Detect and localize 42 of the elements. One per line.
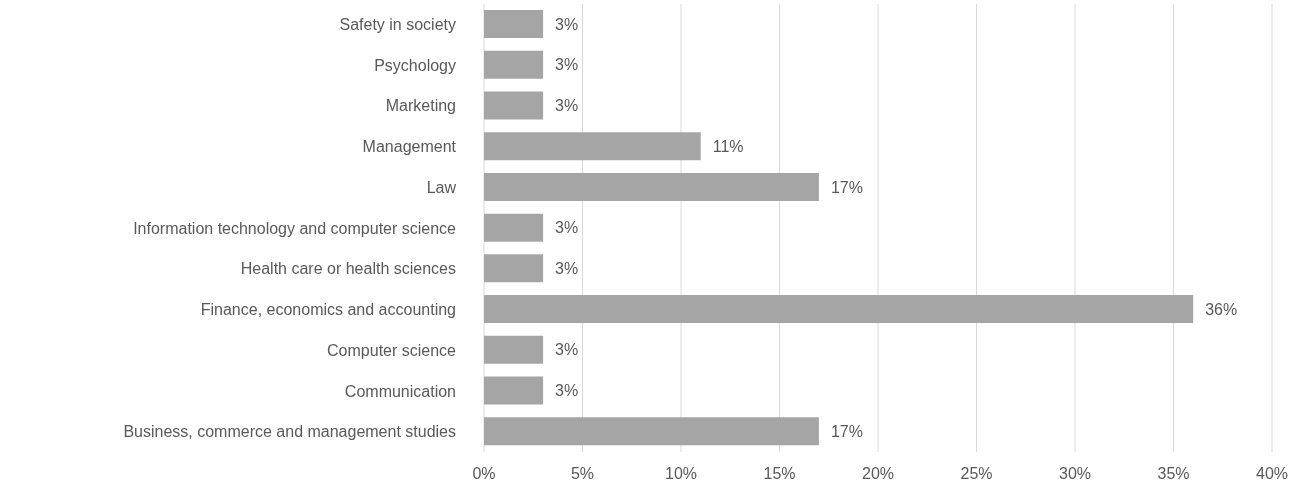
y-tick-label: Information technology and computer science: [133, 219, 457, 237]
x-tick-label: 10%: [664, 465, 698, 483]
data-label: 3%: [555, 341, 579, 359]
bar: [484, 132, 701, 161]
x-tick-label: 35%: [1157, 465, 1190, 483]
data-label: 3%: [555, 56, 579, 74]
x-tick-label: 25%: [960, 465, 993, 483]
data-label: 3%: [555, 382, 579, 400]
x-tick-label: 20%: [861, 465, 895, 483]
y-tick-label: Law: [426, 178, 457, 196]
data-label: 3%: [555, 97, 579, 115]
y-tick-label: Marketing: [385, 97, 456, 115]
bar: [484, 254, 544, 283]
y-tick-label: Finance, economics and accounting: [200, 301, 456, 319]
bar: [484, 50, 544, 79]
x-tick-label: 15%: [763, 465, 796, 483]
data-label: 17%: [830, 178, 863, 196]
data-label: 3%: [555, 219, 579, 237]
y-tick-label: Psychology: [374, 56, 456, 74]
bar: [484, 213, 544, 242]
y-tick-label: Communication: [344, 382, 456, 400]
data-label: 3%: [555, 15, 579, 33]
x-tick-label: 40%: [1255, 465, 1289, 483]
y-tick-label: Business, commerce and management studies: [123, 423, 456, 441]
bar: [484, 91, 544, 120]
y-tick-label: Management: [362, 138, 457, 156]
bar: [484, 10, 544, 38]
x-tick-label: 5%: [570, 465, 595, 483]
bar: [484, 417, 819, 446]
bar: [484, 295, 1194, 324]
data-label: 17%: [830, 422, 863, 440]
x-tick-label: 0%: [472, 465, 496, 483]
y-tick-label: Computer science: [327, 341, 457, 359]
data-label: 11%: [712, 137, 744, 155]
y-tick-label: Health care or health sciences: [240, 260, 456, 278]
y-tick-label: Safety in society: [339, 16, 456, 34]
x-tick-label: 30%: [1058, 465, 1092, 483]
data-label: 36%: [1205, 300, 1238, 318]
bar: [484, 172, 819, 201]
data-label: 3%: [555, 260, 579, 278]
bar: [484, 335, 544, 364]
bar: [484, 376, 544, 405]
